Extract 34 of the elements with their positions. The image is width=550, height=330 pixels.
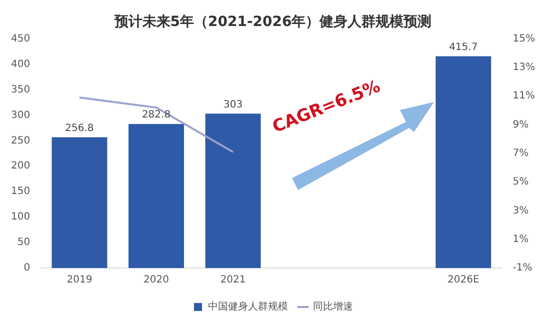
legend-label: 同比增速 bbox=[313, 300, 353, 313]
y-tick-label: 350 bbox=[10, 84, 30, 96]
bar bbox=[128, 124, 184, 268]
y-tick-label: 300 bbox=[10, 110, 30, 121]
data-label: 303 bbox=[223, 99, 243, 110]
y-tick-label: 0 bbox=[24, 262, 30, 274]
y-tick-label: 50 bbox=[17, 237, 30, 248]
y-tick-label: 450 bbox=[10, 33, 30, 44]
y2-tick-label: -1% bbox=[512, 262, 532, 274]
y-tick-label: 400 bbox=[10, 58, 30, 70]
x-tick-label: 2021 bbox=[220, 274, 246, 286]
bar bbox=[52, 137, 108, 268]
y2-tick-label: 3% bbox=[512, 205, 529, 216]
bar bbox=[205, 114, 261, 268]
y-tick-label: 200 bbox=[10, 160, 30, 172]
x-tick-label: 2026E bbox=[447, 274, 480, 286]
data-label: 282.8 bbox=[142, 110, 171, 121]
y2-tick-label: 11% bbox=[512, 90, 536, 102]
legend-label: 中国健身人群规模 bbox=[208, 300, 288, 313]
data-label: 256.8 bbox=[65, 122, 94, 134]
y-tick-label: 100 bbox=[10, 212, 30, 223]
y2-tick-label: 15% bbox=[512, 33, 536, 44]
y2-tick-label: 1% bbox=[512, 234, 529, 245]
bar bbox=[436, 56, 492, 268]
y-tick-label: 150 bbox=[10, 186, 30, 198]
data-label: 415.7 bbox=[449, 42, 478, 53]
x-tick-label: 2019 bbox=[66, 274, 92, 286]
y2-tick-label: 9% bbox=[512, 119, 529, 130]
chart-title: 预计未来5年（2021-2026年）健身人群规模预测 bbox=[113, 14, 432, 30]
y2-tick-label: 7% bbox=[512, 148, 529, 159]
x-tick-label: 2020 bbox=[144, 274, 169, 286]
y-tick-label: 250 bbox=[10, 135, 30, 146]
y2-tick-label: 5% bbox=[512, 176, 529, 188]
y2-tick-label: 13% bbox=[512, 62, 536, 74]
